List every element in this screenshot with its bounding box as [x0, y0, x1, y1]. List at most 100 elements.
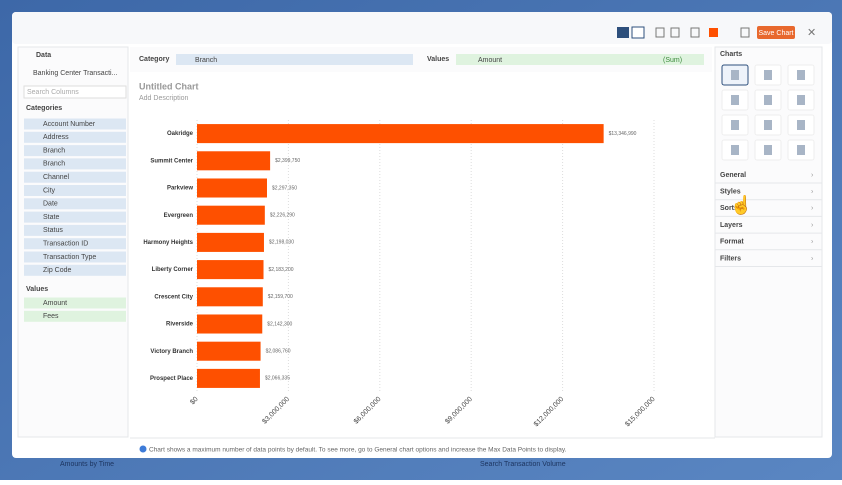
tool-icon[interactable]: [670, 27, 680, 38]
field-label[interactable]: Transaction Type: [43, 254, 96, 261]
section-label: Categories: [26, 105, 62, 112]
close[interactable]: ✕: [807, 27, 816, 39]
data-label: $2,399,750: [275, 158, 300, 164]
field-label[interactable]: Branch: [43, 147, 65, 154]
y-tick-label: Riverside: [166, 322, 194, 328]
bar: [197, 368, 260, 388]
y-tick-label: Liberty Corner: [152, 267, 194, 273]
section-label[interactable]: Sorts: [720, 205, 738, 212]
chart-description[interactable]: Add Description: [139, 95, 189, 102]
section-label[interactable]: Filters: [720, 255, 741, 262]
field-label[interactable]: Fees: [43, 313, 59, 320]
field-item[interactable]: [24, 185, 126, 196]
chevron[interactable]: ›: [811, 205, 814, 212]
chevron[interactable]: ›: [811, 189, 814, 196]
chevron[interactable]: ›: [811, 239, 814, 246]
bar: [197, 341, 261, 361]
field-item[interactable]: [24, 251, 126, 263]
bar: [197, 205, 265, 225]
field-label[interactable]: Date: [43, 201, 58, 208]
field-label[interactable]: Branch: [43, 161, 65, 168]
field-item[interactable]: [24, 238, 126, 250]
values-sort[interactable]: (Sum): [663, 57, 682, 64]
field-item[interactable]: [24, 118, 126, 130]
section-label: Values: [26, 286, 48, 293]
field-item[interactable]: [24, 158, 126, 170]
y-tick-label: Prospect Place: [150, 376, 194, 382]
search[interactable]: [23, 85, 127, 99]
field-item[interactable]: [24, 171, 126, 183]
note: Chart shows a maximum number of data poi…: [149, 447, 567, 454]
field-item[interactable]: [24, 211, 126, 223]
chevron[interactable]: ›: [811, 172, 814, 179]
values-value[interactable]: Amount: [478, 57, 502, 64]
field-label[interactable]: State: [43, 214, 59, 221]
tool-icon[interactable]: [617, 27, 629, 38]
values-pill[interactable]: [456, 54, 704, 65]
save-button[interactable]: [757, 26, 795, 39]
section-label[interactable]: General: [720, 172, 746, 179]
category-value[interactable]: Branch: [195, 57, 217, 64]
field-item[interactable]: [24, 310, 126, 322]
tool-icon[interactable]: [655, 27, 665, 38]
fullscreen[interactable]: [740, 27, 750, 38]
field-label[interactable]: Address: [43, 134, 69, 141]
chart-icon[interactable]: [764, 70, 772, 80]
y-tick-label: Parkview: [167, 186, 193, 192]
section-label[interactable]: Styles: [720, 189, 741, 196]
chart-icon[interactable]: [731, 70, 739, 80]
y-tick-label: Oakridge: [167, 131, 194, 137]
data-label: $2,183,200: [269, 267, 294, 273]
panel-title: Charts: [720, 51, 742, 58]
data-label: $2,226,290: [270, 213, 295, 219]
bg-tab: Search Transaction Volume: [480, 461, 566, 468]
field-item[interactable]: [24, 131, 126, 143]
bg-tab: Amounts by Time: [60, 461, 114, 468]
chart-icon[interactable]: [764, 120, 772, 130]
bar: [197, 232, 264, 252]
chevron[interactable]: ›: [811, 222, 814, 229]
category-pill[interactable]: [176, 54, 413, 65]
field-label[interactable]: Transaction ID: [43, 241, 88, 248]
field-label[interactable]: Amount: [43, 300, 67, 307]
tool-icon[interactable]: [631, 26, 645, 39]
field-label[interactable]: Status: [43, 227, 63, 234]
window: [12, 12, 832, 458]
chart-icon[interactable]: [764, 95, 772, 105]
field-item[interactable]: [24, 198, 126, 210]
field-label[interactable]: Zip Code: [43, 267, 72, 274]
bar: [197, 151, 271, 171]
chart-title[interactable]: Untitled Chart: [139, 81, 199, 91]
tool-icon[interactable]: [690, 27, 700, 38]
search-placeholder[interactable]: Search Columns: [27, 89, 79, 96]
field-item[interactable]: [24, 224, 126, 236]
section-label[interactable]: Format: [720, 239, 744, 246]
chart-icon[interactable]: [797, 95, 805, 105]
bar: [197, 260, 264, 280]
field-label[interactable]: City: [43, 187, 56, 194]
y-tick-label: Harmony Heights: [143, 240, 193, 246]
field-item[interactable]: [24, 264, 126, 276]
chart-icon[interactable]: [797, 120, 805, 130]
color-swatch[interactable]: [709, 28, 718, 37]
source: Banking Center Transacti...: [33, 70, 117, 77]
panel-title: Data: [36, 52, 51, 59]
data-label: $2,159,700: [268, 294, 293, 300]
y-tick-label: Crescent City: [154, 294, 193, 300]
chart-icon[interactable]: [797, 70, 805, 80]
data-label: $2,198,030: [269, 240, 294, 246]
field-label[interactable]: Channel: [43, 174, 70, 181]
field-label[interactable]: Account Number: [43, 121, 96, 128]
field-item[interactable]: [24, 297, 126, 309]
chart-icon[interactable]: [731, 95, 739, 105]
save-label[interactable]: Save Chart: [758, 30, 793, 37]
chart-icon[interactable]: [764, 145, 772, 155]
y-tick-label: Evergreen: [164, 213, 194, 219]
chart-icon[interactable]: [731, 145, 739, 155]
charts-panel: [714, 46, 823, 438]
chart-icon[interactable]: [731, 120, 739, 130]
field-item[interactable]: [24, 145, 126, 157]
chart-icon[interactable]: [797, 145, 805, 155]
chevron[interactable]: ›: [811, 255, 814, 262]
section-label[interactable]: Layers: [720, 222, 743, 229]
